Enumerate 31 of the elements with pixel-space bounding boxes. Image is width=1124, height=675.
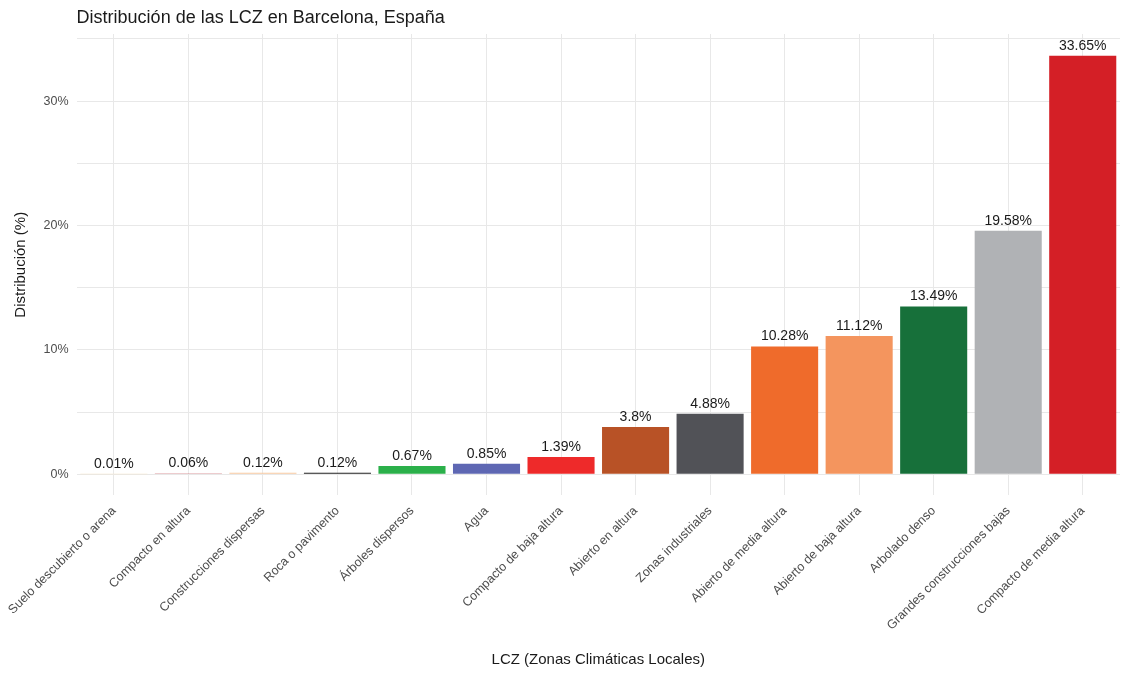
bar xyxy=(602,427,670,474)
y-tick-label: 30% xyxy=(43,93,69,108)
data-label: 10.28% xyxy=(760,327,809,344)
bar xyxy=(825,336,893,474)
data-label: 4.88% xyxy=(690,394,730,411)
data-label: 0.85% xyxy=(466,444,507,461)
y-axis-title: Distribución (%) xyxy=(10,211,28,318)
bar xyxy=(900,306,968,474)
data-label: 13.49% xyxy=(909,287,958,304)
bar xyxy=(751,346,819,474)
y-tick-label: 0% xyxy=(50,466,69,481)
data-label: 0.67% xyxy=(392,446,432,463)
data-label: 0.12% xyxy=(243,453,283,470)
data-label: 0.06% xyxy=(168,454,209,471)
chart-title: Distribución de las LCZ en Barcelona, España xyxy=(76,6,446,27)
data-label: 3.8% xyxy=(619,407,652,424)
x-axis-title: LCZ (Zonas Climáticas Locales) xyxy=(491,650,706,668)
y-tick-label: 20% xyxy=(43,218,69,233)
bar xyxy=(452,463,521,474)
data-label: 1.39% xyxy=(541,437,581,454)
bar xyxy=(1049,55,1117,474)
data-label: 11.12% xyxy=(835,316,883,333)
bar xyxy=(974,230,1042,474)
bar xyxy=(378,466,446,474)
data-label: 33.65% xyxy=(1058,36,1107,53)
data-label: 0.12% xyxy=(317,453,358,470)
y-tick-label: 10% xyxy=(43,342,69,357)
bar xyxy=(527,457,595,474)
data-label: 0.01% xyxy=(94,454,134,471)
bar xyxy=(676,413,744,474)
data-label: 19.58% xyxy=(984,211,1032,228)
